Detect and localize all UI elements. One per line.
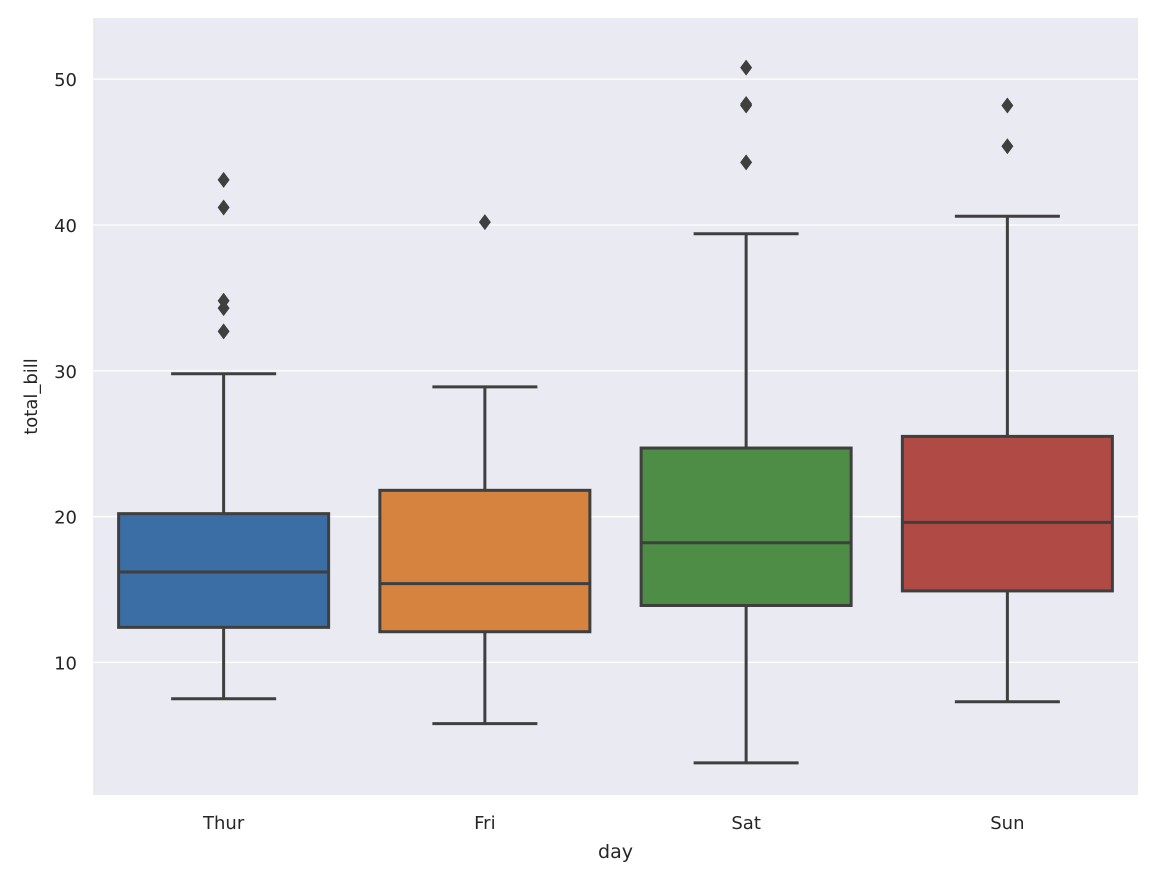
iqr-box	[900, 434, 1114, 593]
outlier-point	[217, 292, 230, 309]
y-tick-label: 20	[54, 508, 77, 529]
box-fri	[378, 214, 592, 726]
y-tick-label: 50	[54, 70, 77, 91]
outlier-point	[478, 214, 491, 231]
x-axis-label: day	[598, 841, 633, 863]
box-sat	[639, 59, 853, 765]
x-tick-label: Sat	[731, 813, 761, 834]
y-tick-label: 40	[54, 216, 77, 237]
plot-area	[93, 18, 1138, 795]
y-tick-label: 10	[54, 653, 77, 674]
outlier-point	[740, 59, 753, 76]
iqr-box	[378, 488, 592, 634]
axis-ticks: 10 20 30 40 50 Thur Fri Sat Sun	[54, 70, 1024, 834]
outlier-point	[1001, 97, 1014, 114]
y-tick-label: 30	[54, 362, 77, 383]
outlier-point	[1001, 138, 1014, 155]
iqr-box	[639, 446, 853, 607]
x-tick-label: Sun	[990, 813, 1024, 834]
outlier-point	[217, 199, 230, 216]
box-sun	[900, 97, 1114, 704]
x-tick-label: Fri	[474, 813, 495, 834]
outlier-point	[740, 96, 753, 113]
outlier-point	[740, 154, 753, 171]
box-thur	[117, 171, 331, 701]
box-series	[117, 59, 1114, 765]
x-tick-label: Thur	[202, 813, 245, 834]
outlier-point	[217, 171, 230, 188]
y-axis-label: total_bill	[21, 358, 42, 435]
outlier-point	[217, 323, 230, 340]
